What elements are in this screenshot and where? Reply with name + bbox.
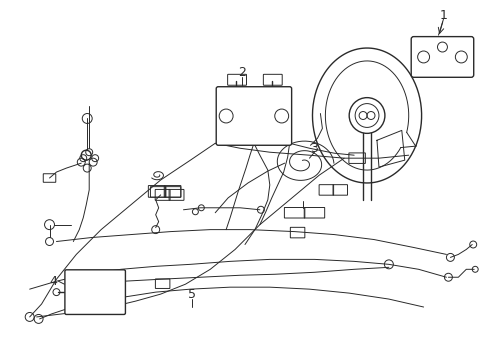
FancyBboxPatch shape	[216, 87, 291, 145]
Text: 1: 1	[439, 9, 447, 22]
Text: 4: 4	[49, 275, 57, 288]
Text: 5: 5	[188, 288, 196, 301]
Circle shape	[348, 98, 384, 133]
Circle shape	[81, 150, 91, 160]
Text: 3: 3	[310, 142, 318, 155]
FancyBboxPatch shape	[65, 270, 125, 314]
Text: 2: 2	[238, 66, 245, 79]
FancyBboxPatch shape	[410, 37, 473, 77]
